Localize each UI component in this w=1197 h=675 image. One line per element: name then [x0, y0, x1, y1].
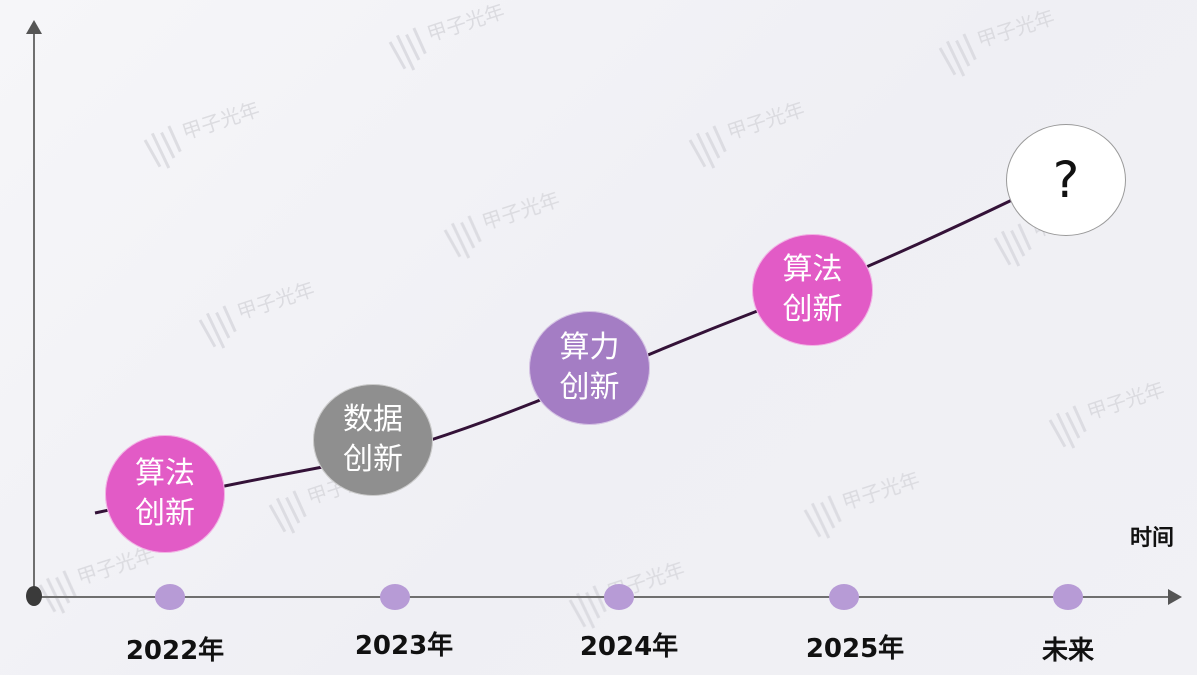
timeline-label-2022: 2022年: [125, 636, 225, 666]
watermark-logo: 甲子光年: [198, 277, 318, 349]
timeline-marker: [604, 584, 634, 610]
timeline-marker: [829, 584, 859, 610]
watermark-logo: 甲子光年: [38, 542, 157, 614]
bubble-line2: 创新: [782, 292, 843, 327]
timeline-marker: [155, 584, 185, 610]
bubble-line1: 算法: [782, 252, 843, 287]
timeline-label-2024: 2024年: [579, 632, 679, 662]
watermark-brand: 甲子光年: [974, 5, 1058, 53]
watermark-logo: 甲子光年: [938, 5, 1058, 77]
timeline-marker: [380, 584, 410, 610]
bubble-line2: 创新: [559, 370, 620, 405]
x-axis-label: 时间: [1130, 526, 1175, 551]
question-mark: ?: [1052, 151, 1080, 209]
watermark-brand: 甲子光年: [724, 97, 808, 145]
timeline-label-future: 未来: [1041, 636, 1094, 666]
watermark-logo: 甲子光年: [688, 97, 808, 169]
bubble-line1: 算力: [559, 330, 620, 365]
timeline-marker: [1053, 584, 1083, 610]
timeline-markers: [155, 584, 1083, 610]
watermark-brand: 甲子光年: [179, 97, 263, 145]
watermark-logo: 甲子光年: [388, 0, 508, 71]
x-axis-arrow: [1168, 589, 1182, 605]
watermark-logo: 甲子光年: [143, 97, 263, 169]
watermark-brand: 甲子光年: [424, 0, 508, 46]
bubble-line1: 算法: [135, 456, 195, 491]
origin-dot: [26, 586, 42, 606]
bubble-line2: 创新: [343, 442, 403, 477]
watermark-logo: 甲子光年: [1048, 377, 1168, 449]
watermark-brand: 甲子光年: [839, 467, 923, 515]
future-question-bubble: ?: [1006, 124, 1126, 236]
innovation-bubble-algorithm-2025: 算法 创新: [752, 234, 873, 346]
watermark-brand: 甲子光年: [479, 187, 563, 235]
innovation-bubble-algorithm-2022: 算法 创新: [105, 435, 225, 553]
timeline-label-2023: 2023年: [354, 631, 454, 661]
innovation-bubble-compute-2024: 算力 创新: [529, 311, 650, 425]
bubble-line1: 数据: [343, 402, 403, 437]
watermark-brand: 甲子光年: [234, 277, 318, 325]
y-axis-arrow: [26, 20, 42, 34]
timeline-label-2025: 2025年: [805, 634, 905, 664]
watermark-brand: 甲子光年: [1084, 377, 1168, 425]
innovation-bubble-data-2023: 数据 创新: [313, 384, 433, 496]
watermark-logo: 甲子光年: [803, 467, 923, 539]
watermark-logo: 甲子光年: [443, 187, 563, 259]
bubble-line2: 创新: [135, 496, 195, 531]
